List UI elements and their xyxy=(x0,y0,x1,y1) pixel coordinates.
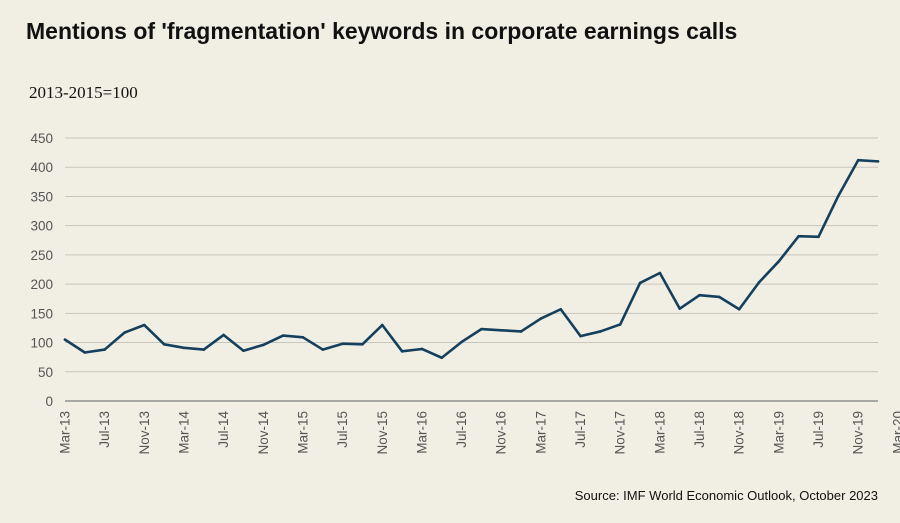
x-tick-label: Mar-18 xyxy=(652,411,667,454)
data-point xyxy=(817,235,820,239)
data-point xyxy=(222,333,225,337)
data-point xyxy=(480,327,483,331)
data-point xyxy=(123,331,126,334)
x-axis-ticks: Mar-13 Jul-13 Nov-13 Mar-14 Jul-14 Nov-14 Mar-… xyxy=(58,411,900,455)
y-tick-label: 250 xyxy=(30,248,53,263)
data-point xyxy=(856,158,860,162)
x-tick-label: Mar-16 xyxy=(414,411,429,454)
data-point xyxy=(341,342,344,346)
data-point xyxy=(162,343,166,346)
x-tick-label: Nov-15 xyxy=(375,411,390,455)
data-point xyxy=(698,293,701,297)
x-tick-label: Jul-19 xyxy=(811,411,826,448)
data-point xyxy=(599,330,602,333)
data-point xyxy=(301,335,305,339)
x-tick-label: Nov-13 xyxy=(137,411,152,455)
data-point xyxy=(400,350,404,353)
y-axis-ticks: 0 50 100 150 200 250 300 350 400 450 xyxy=(30,131,53,409)
data-point xyxy=(440,356,444,360)
x-tick-label: Mar-17 xyxy=(533,411,548,454)
x-tick-label: Jul-15 xyxy=(335,411,350,448)
source-note: Source: IMF World Economic Outlook, Octo… xyxy=(574,488,878,503)
data-point xyxy=(876,160,880,163)
data-point xyxy=(321,348,325,351)
y-tick-label: 200 xyxy=(30,277,53,292)
data-point xyxy=(618,323,622,326)
data-point xyxy=(638,281,642,285)
series-line-group xyxy=(63,158,880,360)
data-point xyxy=(261,343,265,347)
data-point xyxy=(837,194,840,198)
chart-title: Mentions of 'fragmentation' keywords in … xyxy=(26,18,738,44)
data-point xyxy=(202,348,206,351)
data-point xyxy=(519,330,523,333)
y-tick-label: 450 xyxy=(30,131,53,146)
y-tick-label: 150 xyxy=(30,306,53,321)
x-tick-label: Nov-14 xyxy=(256,411,271,455)
data-point xyxy=(658,271,662,275)
x-tick-label: Nov-18 xyxy=(732,411,747,455)
data-point xyxy=(103,348,106,351)
data-point xyxy=(678,307,682,310)
x-tick-label: Jul-13 xyxy=(97,411,112,448)
data-point xyxy=(539,317,543,320)
data-point xyxy=(777,260,781,263)
y-tick-label: 350 xyxy=(30,189,53,204)
x-tick-label: Jul-17 xyxy=(573,411,588,448)
data-point xyxy=(718,295,721,299)
data-point xyxy=(757,281,761,284)
data-point xyxy=(143,323,146,327)
x-tick-label: Mar-13 xyxy=(58,411,73,454)
x-tick-label: Mar-19 xyxy=(771,411,786,454)
data-point xyxy=(559,307,563,311)
data-point xyxy=(420,347,424,351)
series-line xyxy=(63,158,880,360)
y-tick-label: 400 xyxy=(30,160,53,175)
x-tick-label: Mar-14 xyxy=(176,411,191,454)
data-point xyxy=(380,323,384,327)
gridlines xyxy=(65,137,878,402)
data-point xyxy=(83,351,87,354)
y-tick-label: 300 xyxy=(30,219,53,234)
data-point xyxy=(737,307,741,311)
x-tick-label: Nov-19 xyxy=(851,411,866,455)
x-tick-label: Jul-14 xyxy=(216,411,231,448)
data-point xyxy=(499,328,503,332)
data-point xyxy=(242,349,245,353)
data-point xyxy=(63,338,67,341)
x-tick-label: Jul-18 xyxy=(692,411,707,448)
x-tick-label: Jul-16 xyxy=(454,411,469,448)
x-tick-label: Nov-17 xyxy=(613,411,628,455)
chart-subtitle: 2013-2015=100 xyxy=(29,83,138,102)
x-tick-label: Mar-20 xyxy=(890,411,900,454)
y-tick-label: 100 xyxy=(30,336,53,351)
x-tick-label: Nov-16 xyxy=(494,411,509,455)
data-point xyxy=(579,334,582,338)
data-point xyxy=(460,340,463,344)
y-tick-label: 0 xyxy=(45,394,53,409)
data-point xyxy=(281,334,285,337)
data-point xyxy=(361,343,364,346)
data-point xyxy=(797,234,800,238)
x-tick-label: Mar-15 xyxy=(295,411,310,454)
data-point xyxy=(182,346,186,350)
y-tick-label: 50 xyxy=(38,365,53,380)
